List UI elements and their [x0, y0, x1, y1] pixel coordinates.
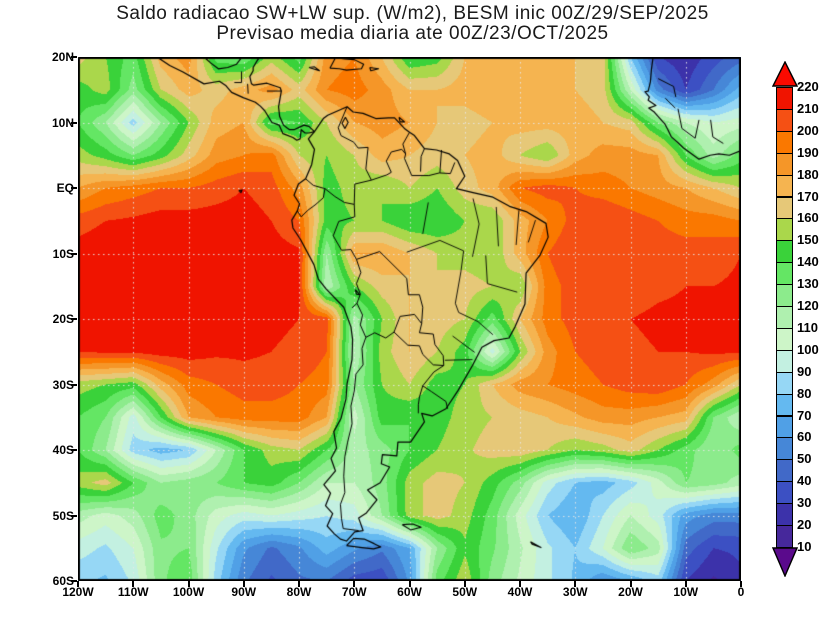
chart-title: Saldo radiacao SW+LW sup. (W/m2), BESM i… [116, 3, 709, 24]
colorbar-tick-label: 30 [797, 495, 812, 511]
map-canvas [78, 57, 741, 581]
colorbar-tick-label: 160 [797, 210, 819, 226]
colorbar-legend: 220 210 200 190 180 170 160 150 140 130 120 110 100 9… [772, 61, 824, 586]
x-tick-label: 110W [117, 585, 149, 599]
colorbar-cell [776, 152, 793, 176]
colorbar-cell [776, 371, 793, 395]
colorbar-cell [776, 481, 793, 505]
colorbar-max-arrow [772, 61, 798, 87]
colorbar-tick-label: 220 [797, 79, 819, 94]
y-tick-label: 20N [51, 50, 74, 64]
y-tick [71, 318, 77, 320]
colorbar-cell [776, 174, 793, 198]
colorbar-tick-label: 190 [797, 144, 819, 160]
x-tick-label: 10W [673, 585, 699, 599]
x-tick-label: 60W [397, 585, 422, 599]
colorbar-cell [776, 415, 793, 439]
colorbar-tick-label: 180 [797, 166, 819, 182]
colorbar-cell [776, 284, 793, 307]
x-tick-label: 80W [286, 585, 312, 599]
colorbar-cell [776, 437, 793, 461]
y-tick [71, 514, 77, 517]
y-tick-label: 30S [52, 377, 74, 392]
x-tick-label: 20W [618, 585, 643, 599]
colorbar-tick-label: 90 [797, 363, 812, 379]
colorbar-tick-label: 40 [797, 473, 812, 489]
y-tick-label: 10S [52, 246, 74, 261]
colorbar-cell [776, 525, 793, 548]
y-tick-label: 60S [52, 574, 74, 588]
colorbar-tick-label: 100 [797, 341, 819, 357]
colorbar-tick-label: 140 [797, 254, 819, 270]
x-tick-label: 70W [341, 585, 367, 599]
y-tick [71, 121, 77, 124]
y-tick [71, 580, 77, 582]
y-tick-label: 10N [51, 115, 74, 130]
colorbar-tick-label: 50 [797, 451, 812, 467]
y-tick [71, 252, 77, 255]
colorbar-tick-label: 110 [797, 319, 818, 335]
y-tick-label: 20S [52, 312, 74, 326]
x-tick-label: 30W [562, 585, 588, 599]
colorbar-cell [776, 196, 793, 220]
x-tick-label: 50W [452, 585, 478, 599]
colorbar-tick-label: 170 [797, 188, 819, 204]
x-tick [242, 581, 245, 587]
colorbar-cell [776, 393, 793, 417]
chart-subtitle: Previsao media diaria ate 00Z/23/OCT/202… [216, 23, 609, 44]
colorbar-cell [776, 349, 793, 373]
colorbar-cell [776, 87, 793, 110]
colorbar-cell [776, 108, 793, 132]
colorbar-cell [776, 459, 793, 483]
colorbar-cell [776, 306, 793, 329]
x-tick-label: 40W [507, 585, 533, 599]
colorbar-cell [776, 240, 793, 264]
x-tick [519, 581, 521, 587]
y-tick [71, 56, 77, 58]
colorbar-tick-label: 120 [797, 298, 819, 313]
y-tick-label: EQ [56, 181, 74, 195]
colorbar-cell [776, 218, 793, 242]
x-tick [740, 581, 742, 587]
x-tick [353, 581, 356, 587]
y-tick [71, 449, 77, 451]
x-tick [298, 581, 300, 587]
x-tick [132, 581, 135, 587]
x-tick [77, 581, 79, 587]
x-tick [408, 581, 411, 587]
colorbar-tick-label: 60 [797, 429, 812, 445]
x-tick-label: 100W [172, 585, 205, 599]
colorbar-tick-label: 200 [797, 122, 819, 138]
x-tick [463, 581, 466, 587]
colorbar-cell [776, 262, 793, 286]
colorbar-tick-label: 150 [797, 232, 819, 248]
y-tick [71, 187, 77, 189]
x-tick [187, 581, 190, 587]
x-tick-label: 120W [62, 585, 94, 599]
colorbar-cell [776, 130, 793, 154]
colorbar-cell [776, 503, 793, 526]
colorbar-tick-label: 80 [797, 385, 812, 401]
colorbar-tick-label: 210 [797, 100, 819, 116]
x-tick [629, 581, 632, 587]
x-tick-label: 90W [231, 585, 257, 599]
y-tick [71, 383, 77, 386]
colorbar-min-arrow [772, 547, 798, 577]
colorbar-tick-label: 70 [797, 407, 812, 423]
x-tick-label: 0 [737, 585, 745, 599]
x-tick [574, 581, 577, 587]
x-tick [684, 581, 687, 587]
colorbar-tick-label: 10 [797, 538, 812, 554]
colorbar-tick-label: 130 [797, 276, 819, 292]
colorbar-tick-label: 20 [797, 517, 812, 532]
colorbar-cell [776, 327, 793, 351]
y-tick-label: 50S [52, 508, 74, 523]
y-tick-label: 40S [52, 443, 74, 457]
